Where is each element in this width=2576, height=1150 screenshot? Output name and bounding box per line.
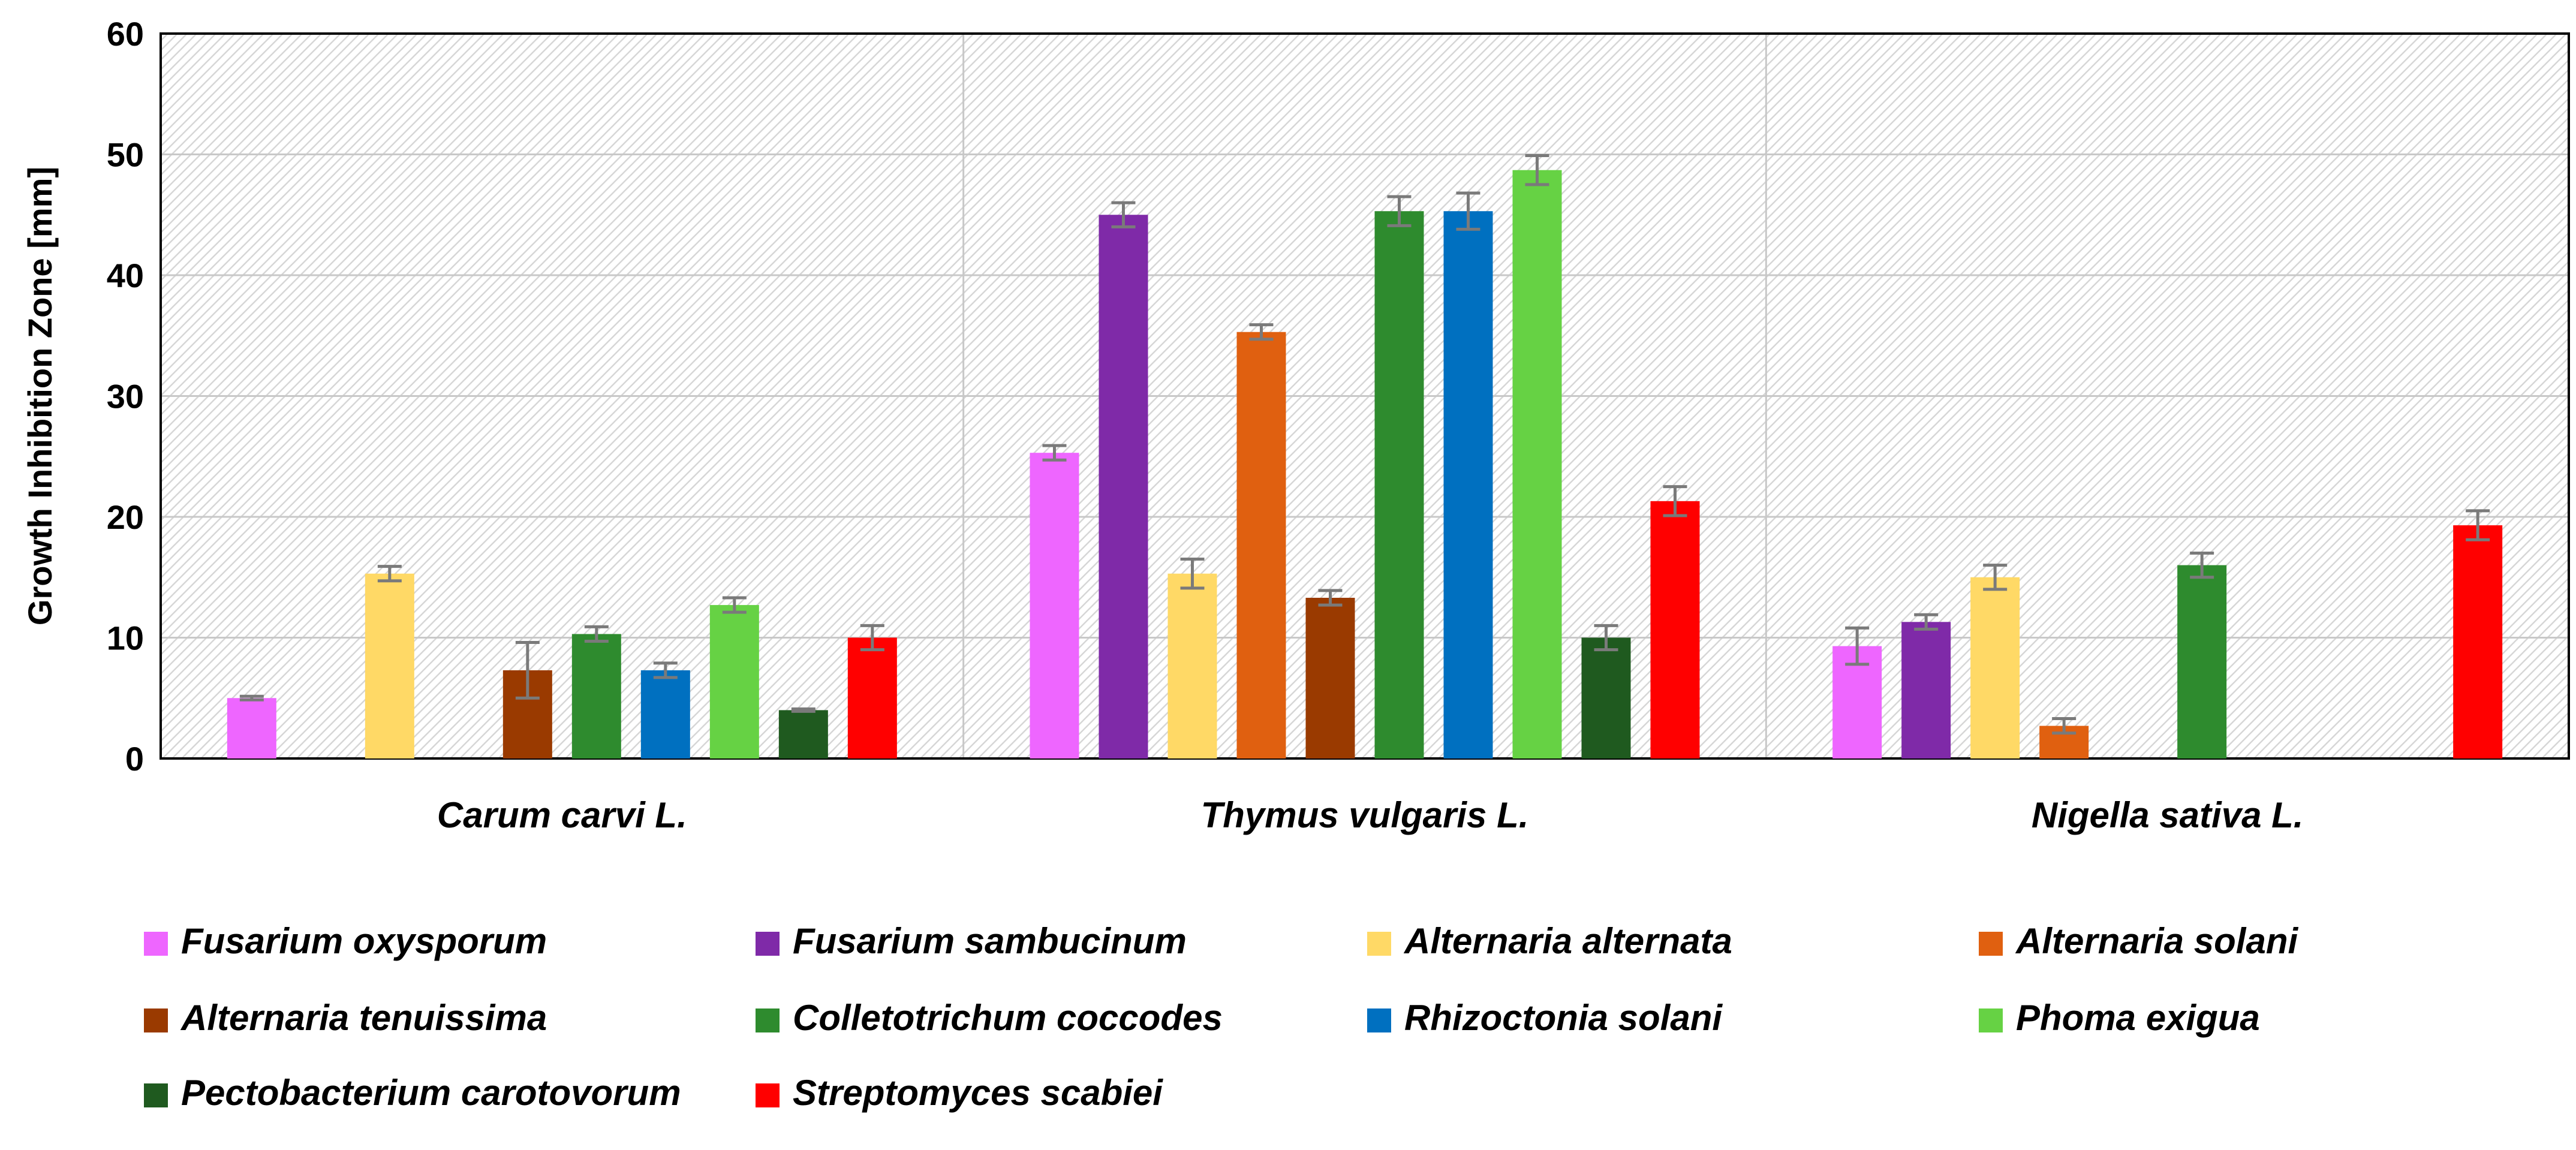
bar <box>227 698 276 758</box>
y-tick-label: 0 <box>125 740 144 778</box>
legend-swatch <box>1367 1008 1391 1032</box>
bar <box>1236 332 1286 758</box>
bar <box>1305 598 1355 758</box>
legend-label: Fusarium oxysporum <box>181 921 547 961</box>
bar <box>1443 211 1493 759</box>
legend-label: Rhizoctonia solani <box>1404 998 1723 1038</box>
legend-label: Alternaria alternata <box>1403 921 1732 961</box>
legend-swatch <box>756 1083 780 1107</box>
plot-border <box>160 32 2570 760</box>
legend-swatch <box>756 932 780 956</box>
bar <box>778 710 828 758</box>
legend-swatch <box>1979 932 2003 956</box>
x-category-label: Nigella sativa L. <box>2032 795 2304 835</box>
bar <box>1650 501 1700 758</box>
legend-swatch <box>1979 1008 2003 1032</box>
legend-swatch <box>144 932 168 956</box>
legend-swatch <box>144 1008 168 1032</box>
bar <box>1099 215 1148 758</box>
bar <box>1581 637 1631 758</box>
bar <box>1512 170 1562 758</box>
y-tick-label: 30 <box>107 378 144 416</box>
legend-label: Fusarium sambucinum <box>793 921 1187 961</box>
bar <box>1030 453 1079 758</box>
bar <box>365 573 414 758</box>
legend-label: Colletotrichum coccodes <box>793 998 1223 1038</box>
y-tick-label: 50 <box>107 136 144 174</box>
legend-label: Phoma exigua <box>2016 998 2260 1038</box>
y-tick-label: 20 <box>107 498 144 536</box>
bar <box>1374 211 1424 759</box>
legend-label: Alternaria tenuissima <box>180 998 547 1038</box>
x-category-label: Carum carvi L. <box>437 795 687 835</box>
bar <box>709 605 759 758</box>
bar <box>1167 573 1217 758</box>
bar <box>1901 622 1951 758</box>
legend-swatch <box>756 1008 780 1032</box>
bar <box>571 634 621 758</box>
bar <box>2177 565 2227 758</box>
bar <box>1970 577 2020 758</box>
legend-swatch <box>1367 932 1391 956</box>
legend-label: Streptomyces scabiei <box>793 1073 1163 1113</box>
y-tick-label: 10 <box>107 619 144 657</box>
legend-label: Alternaria solani <box>2015 921 2298 961</box>
legend-swatch <box>144 1083 168 1107</box>
x-category-label: Thymus vulgaris L. <box>1201 795 1529 835</box>
bar <box>847 637 897 758</box>
y-axis-label: Growth Inhibition Zone [mm] <box>21 167 59 625</box>
y-tick-label: 40 <box>107 257 144 294</box>
y-tick-label: 60 <box>107 15 144 53</box>
bar <box>640 670 690 758</box>
bar <box>2453 525 2503 758</box>
legend-label: Pectobacterium carotovorum <box>181 1073 681 1113</box>
